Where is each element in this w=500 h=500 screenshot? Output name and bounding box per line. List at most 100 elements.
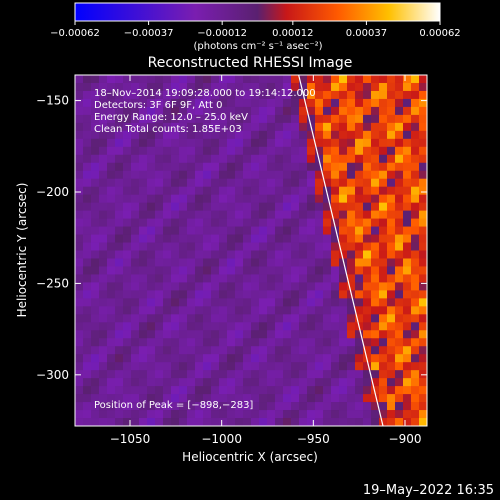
heatmap-cell xyxy=(203,210,212,219)
heatmap-cell xyxy=(419,282,428,291)
heatmap-cell xyxy=(339,186,348,196)
heatmap-cell xyxy=(187,242,196,251)
heatmap-cell xyxy=(123,130,132,140)
heatmap-cell xyxy=(139,162,148,172)
heatmap-cell xyxy=(331,322,340,331)
heatmap-cell xyxy=(91,138,100,148)
heatmap-cell xyxy=(107,90,116,100)
heatmap-cell xyxy=(307,98,316,108)
heatmap-cell xyxy=(403,194,412,204)
heatmap-cell xyxy=(227,82,236,92)
heatmap-cell xyxy=(179,362,188,371)
heatmap-cell xyxy=(91,170,100,180)
heatmap-cell xyxy=(419,90,428,100)
heatmap-cell xyxy=(235,250,244,259)
heatmap-cell xyxy=(115,90,124,100)
heatmap-cell xyxy=(203,346,212,355)
heatmap-cell xyxy=(91,98,100,108)
heatmap-cell xyxy=(219,378,228,387)
heatmap-cell xyxy=(395,242,404,251)
heatmap-cell xyxy=(203,186,212,196)
heatmap-cell xyxy=(91,90,100,100)
heatmap-cell xyxy=(227,410,236,419)
heatmap-cell xyxy=(363,322,372,331)
heatmap-cell xyxy=(323,98,332,108)
heatmap-cell xyxy=(355,418,364,427)
heatmap-cell xyxy=(203,194,212,204)
heatmap-cell xyxy=(387,186,396,196)
heatmap-cell xyxy=(243,266,252,275)
heatmap-cell xyxy=(187,394,196,403)
heatmap-cell xyxy=(203,114,212,124)
heatmap-cell xyxy=(243,282,252,291)
heatmap-cell xyxy=(355,186,364,196)
heatmap-cell xyxy=(123,186,132,196)
heatmap-cell xyxy=(91,106,100,116)
heatmap-cell xyxy=(139,234,148,243)
heatmap-cell xyxy=(75,114,84,124)
heatmap-cell xyxy=(75,234,84,243)
heatmap-cell xyxy=(315,122,324,132)
heatmap-cell xyxy=(83,75,92,84)
heatmap-cell xyxy=(123,410,132,419)
heatmap-cell xyxy=(155,410,164,419)
heatmap-cell xyxy=(283,330,292,339)
heatmap-cell xyxy=(251,82,260,92)
heatmap-cell xyxy=(387,82,396,92)
heatmap-cell xyxy=(403,114,412,124)
heatmap-cell xyxy=(419,194,428,204)
heatmap-cell xyxy=(347,338,356,347)
heatmap-cell xyxy=(83,314,92,323)
heatmap-cell xyxy=(259,178,268,188)
heatmap-cell xyxy=(179,202,188,212)
heatmap-cell xyxy=(155,394,164,403)
heatmap-cell xyxy=(83,218,92,227)
heatmap-cell xyxy=(339,298,348,307)
heatmap-cell xyxy=(203,162,212,172)
heatmap-cell xyxy=(227,258,236,267)
heatmap-cell xyxy=(387,354,396,363)
colorbar-unit-label: (photons cm⁻² s⁻¹ asec⁻²) xyxy=(193,41,322,52)
heatmap-cell xyxy=(171,354,180,363)
heatmap-cell xyxy=(379,250,388,259)
heatmap-cell xyxy=(147,282,156,291)
heatmap-cell xyxy=(331,298,340,307)
heatmap-cell xyxy=(275,114,284,124)
heatmap-cell xyxy=(155,218,164,227)
heatmap-cell xyxy=(211,402,220,411)
heatmap-cell xyxy=(211,106,220,116)
heatmap-cell xyxy=(179,98,188,108)
heatmap-cell xyxy=(187,75,196,84)
heatmap-cell xyxy=(123,202,132,212)
heatmap-cell xyxy=(187,210,196,219)
heatmap-cell xyxy=(259,362,268,371)
heatmap-cell xyxy=(91,242,100,251)
heatmap-cell xyxy=(347,330,356,339)
heatmap-cell xyxy=(163,170,172,180)
heatmap-cell xyxy=(371,218,380,227)
heatmap-cell xyxy=(371,410,380,419)
heatmap-cell xyxy=(75,306,84,315)
heatmap-cell xyxy=(291,154,300,164)
heatmap-cell xyxy=(123,266,132,275)
heatmap-cell xyxy=(323,82,332,92)
heatmap-cell xyxy=(211,314,220,323)
heatmap-cell xyxy=(307,330,316,339)
heatmap-cell xyxy=(339,154,348,164)
heatmap-cell xyxy=(147,402,156,411)
heatmap-cell xyxy=(171,130,180,140)
heatmap-cell xyxy=(315,258,324,267)
heatmap-cell xyxy=(243,154,252,164)
heatmap-cell xyxy=(219,330,228,339)
heatmap-cell xyxy=(395,290,404,299)
heatmap-cell xyxy=(219,298,228,307)
heatmap-cell xyxy=(363,226,372,235)
heatmap-cell xyxy=(115,314,124,323)
heatmap-cell xyxy=(283,378,292,387)
heatmap-cell xyxy=(323,114,332,124)
heatmap-cell xyxy=(371,138,380,148)
heatmap-cell xyxy=(283,370,292,379)
heatmap-cell xyxy=(115,338,124,347)
heatmap-cell xyxy=(155,162,164,172)
heatmap-cell xyxy=(419,218,428,227)
